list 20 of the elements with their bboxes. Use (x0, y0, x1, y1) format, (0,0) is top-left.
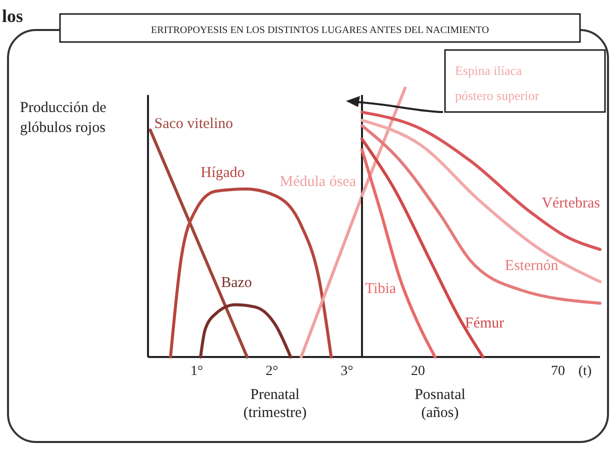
series-label: Fémur (465, 315, 504, 332)
text: (t) (578, 364, 592, 379)
x-axis-title: Posnatal (años) (414, 387, 466, 421)
x-tick-label: 70 (551, 364, 565, 379)
x-tick-label: 20 (411, 364, 425, 379)
text: Espina ilíaca póstero superior (455, 63, 540, 103)
x-tick-label: 2° (266, 364, 278, 379)
x-tick-label: 3° (340, 364, 354, 379)
series-label: Saco vitelino (154, 116, 234, 132)
x-tick-label: 1° (190, 364, 204, 379)
series-label: Tibia (364, 280, 396, 297)
series-label: Esternón (504, 258, 559, 274)
series-label: Médula ósea (280, 174, 356, 190)
y-axis-title: Producción de glóbulos rojos (20, 100, 107, 136)
x-axis-title: Prenatal (trimestre) (243, 387, 307, 421)
series-label: Hígado (200, 165, 245, 182)
series-label: Vértebras (542, 195, 600, 212)
series-label: Bazo (221, 274, 252, 291)
chart-title: ERITROPOYESIS EN LOS DISTINTOS LUGARES ANTES DEL NACIMIENTO (151, 25, 489, 36)
text: los (2, 6, 24, 26)
